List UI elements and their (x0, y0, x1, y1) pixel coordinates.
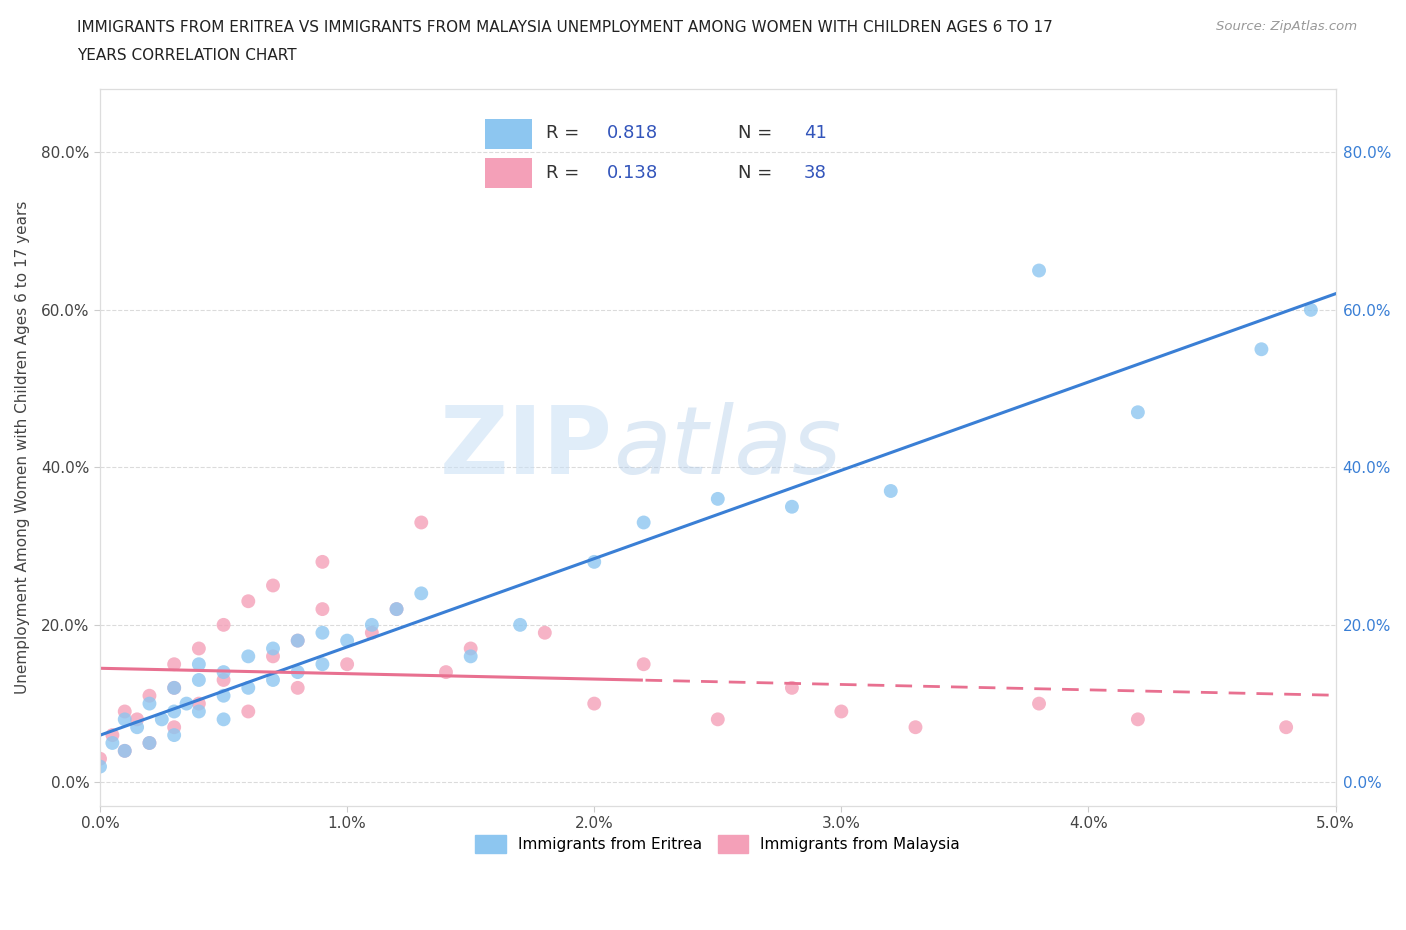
Point (311, 657, 333, 671)
Point (434, 665, 457, 680)
Point (138, 736, 160, 751)
Point (212, 688, 235, 703)
Text: IMMIGRANTS FROM ERITREA VS IMMIGRANTS FROM MALAYSIA UNEMPLOYMENT AMONG WOMEN WIT: IMMIGRANTS FROM ERITREA VS IMMIGRANTS FR… (77, 20, 1053, 35)
Point (411, 586, 433, 601)
Point (509, 618, 531, 632)
Point (238, 681, 260, 696)
Point (262, 672, 284, 687)
Point (89, 751, 111, 766)
Point (89, 759, 111, 774)
Point (262, 641, 284, 656)
Point (1126, 711, 1149, 726)
Point (287, 633, 309, 648)
Point (287, 665, 309, 680)
Text: YEARS CORRELATION CHART: YEARS CORRELATION CHART (77, 48, 297, 63)
Text: Source: ZipAtlas.com: Source: ZipAtlas.com (1216, 20, 1357, 33)
Text: atlas: atlas (613, 402, 841, 493)
Point (212, 672, 235, 687)
Point (138, 697, 160, 711)
Point (127, 711, 149, 726)
Point (633, 657, 655, 671)
Point (176, 697, 198, 711)
Point (1028, 697, 1050, 711)
Point (583, 554, 606, 569)
Point (287, 681, 309, 696)
Point (212, 711, 235, 726)
Legend: Immigrants from Eritrea, Immigrants from Malaysia: Immigrants from Eritrea, Immigrants from… (470, 830, 966, 859)
Point (138, 736, 160, 751)
Point (583, 697, 606, 711)
Point (780, 499, 803, 514)
Point (533, 625, 555, 640)
Point (311, 602, 333, 617)
Point (187, 672, 209, 687)
Point (163, 657, 186, 671)
Point (336, 633, 359, 648)
Point (1028, 263, 1050, 278)
Point (1275, 720, 1298, 735)
Point (238, 593, 260, 608)
Point (163, 704, 186, 719)
Point (411, 515, 433, 530)
Point (212, 665, 235, 680)
Point (262, 649, 284, 664)
Point (385, 602, 408, 617)
Point (114, 711, 136, 726)
Point (150, 711, 173, 726)
Point (385, 602, 408, 617)
Point (163, 720, 186, 735)
Point (187, 641, 209, 656)
Y-axis label: Unemployment Among Women with Children Ages 6 to 17 years: Unemployment Among Women with Children A… (15, 201, 30, 695)
Point (1250, 342, 1272, 357)
Point (1126, 405, 1149, 419)
Point (163, 681, 186, 696)
Point (163, 727, 186, 742)
Point (101, 727, 124, 742)
Point (114, 704, 136, 719)
Point (460, 641, 482, 656)
Point (633, 515, 655, 530)
Point (707, 711, 730, 726)
Point (707, 491, 730, 506)
Point (830, 704, 852, 719)
Point (187, 697, 209, 711)
Point (163, 681, 186, 696)
Point (114, 743, 136, 758)
Point (780, 681, 803, 696)
Point (262, 578, 284, 593)
Point (287, 633, 309, 648)
Point (212, 618, 235, 632)
Point (311, 554, 333, 569)
Point (880, 484, 903, 498)
Point (238, 649, 260, 664)
Text: ZIP: ZIP (440, 402, 613, 494)
Point (460, 649, 482, 664)
Point (238, 704, 260, 719)
Point (360, 625, 382, 640)
Point (114, 743, 136, 758)
Point (187, 657, 209, 671)
Point (101, 736, 124, 751)
Point (311, 625, 333, 640)
Point (138, 688, 160, 703)
Point (1299, 302, 1322, 317)
Point (187, 704, 209, 719)
Point (904, 720, 927, 735)
Point (127, 720, 149, 735)
Point (336, 657, 359, 671)
Point (360, 618, 382, 632)
